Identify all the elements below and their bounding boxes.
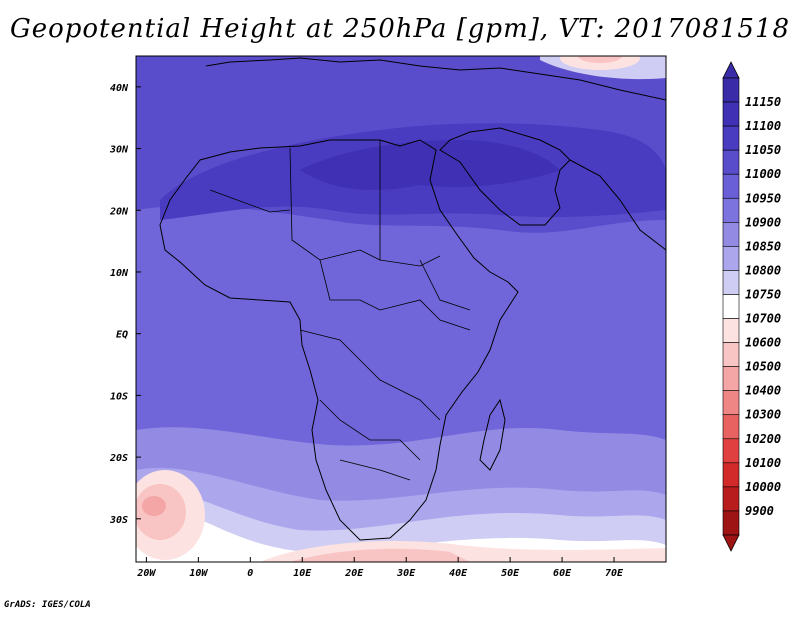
colorbar-label: 11150 bbox=[745, 95, 781, 109]
colorbar-segment bbox=[722, 125, 740, 151]
lat-tick-label: 10S bbox=[110, 391, 128, 402]
colorbar-label: 10500 bbox=[745, 360, 781, 374]
colorbar-segment bbox=[722, 149, 740, 175]
credit-label: GrADS: IGES/COLA bbox=[4, 600, 91, 610]
colorbar: 11150 11100 11050 11000 10950 10900 10850 10800… bbox=[722, 61, 781, 552]
colorbar-label: 10800 bbox=[745, 263, 781, 277]
lon-tick-label: 10E bbox=[293, 568, 312, 579]
lat-tick-label: 10N bbox=[110, 268, 129, 279]
longitude-axis: 20W 10W 0 10E 20E 30E 40E 50E 60E 70E bbox=[136, 557, 624, 579]
lat-tick-label: 40N bbox=[110, 83, 129, 94]
colorbar-segment bbox=[722, 101, 740, 127]
colorbar-label: 10700 bbox=[745, 312, 781, 326]
colorbar-segment bbox=[722, 318, 740, 343]
colorbar-segment bbox=[722, 438, 740, 464]
colorbar-segment bbox=[722, 414, 740, 440]
colorbar-label: 10900 bbox=[745, 215, 781, 229]
colorbar-label: 9900 bbox=[745, 504, 774, 518]
colorbar-segment bbox=[722, 510, 740, 536]
lon-tick-label: 20W bbox=[136, 568, 156, 579]
country-borders bbox=[209, 140, 471, 481]
colorbar-segment bbox=[722, 246, 740, 271]
colorbar-label: 11050 bbox=[745, 143, 781, 157]
lon-tick-label: 70E bbox=[605, 568, 624, 579]
coastlines bbox=[159, 57, 666, 541]
colorbar-label: 10600 bbox=[745, 336, 781, 350]
colorbar-top-arrow bbox=[722, 61, 740, 79]
lat-tick-label: 30N bbox=[109, 145, 129, 156]
colorbar-segment bbox=[722, 390, 740, 416]
colorbar-label: 10950 bbox=[745, 191, 781, 205]
colorbar-segment bbox=[722, 270, 740, 295]
colorbar-segment bbox=[722, 197, 740, 223]
map-title: Geopotential Height at 250hPa [gpm], VT:… bbox=[9, 14, 791, 44]
height-field bbox=[136, 56, 666, 562]
colorbar-segment bbox=[722, 222, 740, 247]
lon-tick-label: 30E bbox=[396, 568, 416, 579]
lon-tick-label: 20E bbox=[344, 568, 364, 579]
lon-tick-label: 0 bbox=[247, 568, 253, 579]
colorbar-segment bbox=[722, 294, 740, 319]
lon-tick-label: 60E bbox=[553, 568, 572, 579]
lat-tick-label: 30S bbox=[109, 515, 128, 526]
colorbar-label: 10750 bbox=[745, 287, 781, 301]
colorbar-bottom-arrow bbox=[722, 534, 740, 552]
lon-tick-label: 10W bbox=[189, 568, 208, 579]
colorbar-segment bbox=[722, 173, 740, 199]
colorbar-label: 11000 bbox=[745, 167, 781, 181]
colorbar-label: 10200 bbox=[745, 432, 781, 446]
lat-tick-label: 20N bbox=[109, 206, 129, 217]
colorbar-label: 10000 bbox=[745, 480, 781, 494]
latitude-axis: 40N 30N 20N 10N EQ 10S 20S 30S bbox=[109, 83, 141, 526]
colorbar-segment bbox=[722, 77, 740, 103]
colorbar-label: 10100 bbox=[745, 456, 781, 470]
colorbar-label: 10400 bbox=[745, 384, 781, 398]
lat-tick-label: 20S bbox=[109, 453, 128, 464]
colorbar-segment bbox=[722, 342, 740, 367]
lon-tick-label: 40E bbox=[449, 568, 468, 579]
colorbar-segment bbox=[722, 366, 740, 391]
colorbar-label: 10850 bbox=[745, 239, 781, 253]
lon-tick-label: 50E bbox=[501, 568, 520, 579]
colorbar-segment bbox=[722, 486, 740, 512]
colorbar-label: 10300 bbox=[745, 408, 781, 422]
lat-tick-label: EQ bbox=[116, 330, 128, 341]
colorbar-label: 11100 bbox=[745, 119, 781, 133]
colorbar-segment bbox=[722, 462, 740, 488]
map-frame bbox=[135, 55, 667, 563]
